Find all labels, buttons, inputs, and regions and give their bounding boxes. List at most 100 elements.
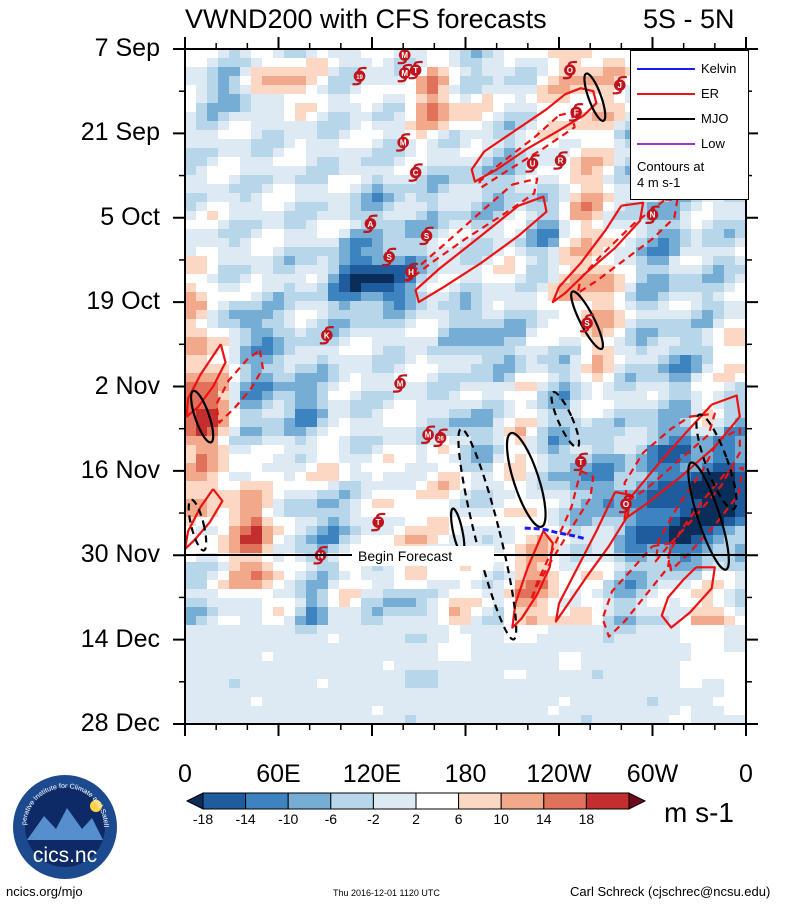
y-tick-label: 7 Sep <box>94 34 160 62</box>
field-cell <box>735 346 746 356</box>
field-cell <box>482 409 494 419</box>
field-cell <box>548 580 560 590</box>
field-cell <box>614 166 626 176</box>
field-cell <box>636 337 648 347</box>
field-cell <box>284 517 296 527</box>
field-cell <box>295 292 307 302</box>
field-cell <box>196 481 208 491</box>
field-cell <box>702 571 714 581</box>
field-cell <box>251 301 263 311</box>
field-cell <box>185 166 197 176</box>
field-cell <box>394 400 406 410</box>
mjo-contour <box>550 390 581 449</box>
field-cell <box>548 202 560 212</box>
field-cell <box>218 670 230 680</box>
field-cell <box>361 481 373 491</box>
field-cell <box>504 526 516 536</box>
field-cell <box>559 526 571 536</box>
field-cell <box>416 328 428 338</box>
y-tick-label: 16 Nov <box>80 455 160 484</box>
field-cell <box>328 463 340 473</box>
field-cell <box>482 310 494 320</box>
field-cell <box>317 220 329 230</box>
field-cell <box>295 580 307 590</box>
field-cell <box>339 247 351 257</box>
field-cell <box>229 130 241 140</box>
field-cell <box>570 364 582 374</box>
field-cell <box>262 481 274 491</box>
field-cell <box>262 301 274 311</box>
field-cell <box>581 562 593 572</box>
field-cell <box>284 121 296 131</box>
field-cell <box>361 499 373 509</box>
field-cell <box>251 661 263 671</box>
field-cell <box>449 409 461 419</box>
field-cell <box>625 670 637 680</box>
field-cell <box>240 238 252 248</box>
field-cell <box>658 652 670 662</box>
field-cell <box>394 679 406 689</box>
field-cell <box>251 499 263 509</box>
field-cell <box>339 607 351 617</box>
field-cell <box>724 391 736 401</box>
field-cell <box>471 580 483 590</box>
field-cell <box>229 319 241 329</box>
field-cell <box>251 103 263 113</box>
field-cell <box>647 238 659 248</box>
field-cell <box>636 283 648 293</box>
field-cell <box>724 310 736 320</box>
field-cell <box>273 274 285 284</box>
field-cell <box>449 193 461 203</box>
field-cell <box>185 463 197 473</box>
field-cell <box>526 445 538 455</box>
field-cell <box>537 67 549 77</box>
field-cell <box>526 697 538 707</box>
field-cell <box>328 184 340 194</box>
field-cell <box>262 607 274 617</box>
field-cell <box>581 139 593 149</box>
field-cell <box>449 697 461 707</box>
field-cell <box>218 94 230 104</box>
field-cell <box>361 580 373 590</box>
field-cell <box>306 256 318 266</box>
field-cell <box>295 328 307 338</box>
field-cell <box>493 580 505 590</box>
field-cell <box>350 301 362 311</box>
storm-dot <box>554 154 567 167</box>
field-cell <box>724 211 736 221</box>
field-cell <box>196 130 208 140</box>
field-cell <box>273 148 285 158</box>
field-cell <box>185 589 197 599</box>
field-cell <box>647 373 659 383</box>
field-cell <box>515 409 527 419</box>
footer-website[interactable]: ncics.org/mjo <box>6 884 83 899</box>
field-cell <box>713 643 725 653</box>
field-cell <box>196 409 208 419</box>
field-cell <box>394 175 406 185</box>
field-cell <box>317 517 329 527</box>
field-cell <box>702 355 714 365</box>
field-cell <box>372 472 384 482</box>
field-cell <box>317 562 329 572</box>
field-cell <box>185 346 197 356</box>
field-cell <box>383 184 395 194</box>
field-cell <box>361 508 373 518</box>
field-cell <box>526 85 538 95</box>
field-cell <box>449 85 461 95</box>
field-cell <box>625 688 637 698</box>
field-cell <box>702 463 714 473</box>
field-cell <box>240 292 252 302</box>
field-cell <box>526 238 538 248</box>
er-contour <box>660 566 716 629</box>
field-cell <box>460 94 472 104</box>
field-cell <box>570 301 582 311</box>
field-cell <box>207 76 219 86</box>
field-cell <box>306 580 318 590</box>
field-cell <box>328 634 340 644</box>
field-cell <box>603 652 615 662</box>
field-cell <box>471 670 483 680</box>
field-cell <box>625 679 637 689</box>
field-cell <box>251 139 263 149</box>
field-cell <box>460 481 472 491</box>
field-cell <box>273 436 285 446</box>
